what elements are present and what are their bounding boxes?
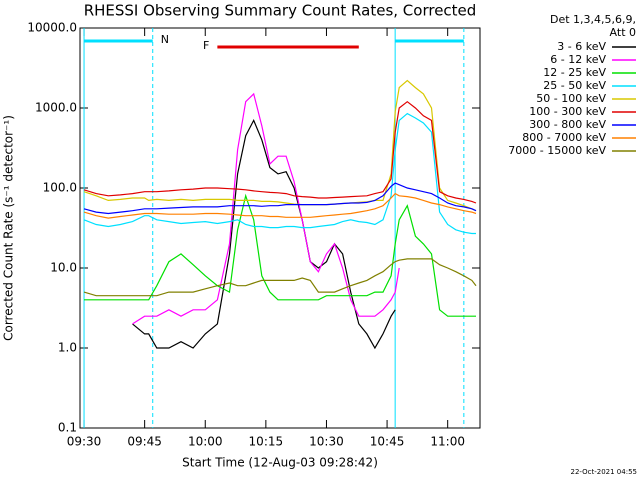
legend-label: 800 - 7000 keV xyxy=(522,131,606,144)
legend-label: 12 - 25 keV xyxy=(543,66,606,79)
y-tick-label: 0.1 xyxy=(58,421,77,435)
x-tick-label: 09:45 xyxy=(127,435,162,449)
y-tick-label: 10000.0 xyxy=(27,21,77,35)
series-line xyxy=(83,100,477,204)
legend-label: 3 - 6 keV xyxy=(557,40,606,53)
x-axis-label: Start Time (12-Aug-03 09:28:42) xyxy=(182,456,378,470)
series-line xyxy=(83,192,477,219)
series-line xyxy=(83,258,477,297)
y-tick-label: 1000.0 xyxy=(35,101,77,115)
series-line xyxy=(83,79,477,212)
x-tick-label: 11:00 xyxy=(430,435,465,449)
x-tick-label: 10:00 xyxy=(188,435,223,449)
x-tick-label: 10:15 xyxy=(249,435,284,449)
series-line xyxy=(83,112,476,235)
footer-date: 22-Oct-2021 04:55 xyxy=(571,468,637,476)
y-axis-label: Corrected Count Rate (s⁻¹ detector⁻¹) xyxy=(2,115,16,341)
legend-label: 300 - 800 keV xyxy=(529,118,606,131)
plot-frame xyxy=(79,27,481,429)
chart-title: RHESSI Observing Summary Count Rates, Co… xyxy=(84,2,477,20)
legend-header: Det 1,3,4,5,6,9, xyxy=(550,13,636,26)
x-tick-label: 09:30 xyxy=(67,435,102,449)
night-label: N xyxy=(161,33,169,46)
y-tick-label: 100.0 xyxy=(43,181,77,195)
y-tick-label: 10.0 xyxy=(50,261,77,275)
series-line xyxy=(132,118,396,350)
legend-header: Att 0 xyxy=(610,26,636,39)
legend-label: 100 - 300 keV xyxy=(529,105,606,118)
x-tick-label: 10:45 xyxy=(370,435,405,449)
legend-label: 25 - 50 keV xyxy=(543,79,606,92)
legend-label: 6 - 12 keV xyxy=(550,53,606,66)
y-tick-label: 1.0 xyxy=(58,341,77,355)
flare-label: F xyxy=(203,39,209,52)
legend-label: 7000 - 15000 keV xyxy=(508,144,606,157)
x-tick-label: 10:30 xyxy=(309,435,344,449)
series-line xyxy=(84,193,476,317)
series-line xyxy=(83,182,477,215)
series-line xyxy=(132,92,400,325)
legend-label: 50 - 100 keV xyxy=(536,92,606,105)
